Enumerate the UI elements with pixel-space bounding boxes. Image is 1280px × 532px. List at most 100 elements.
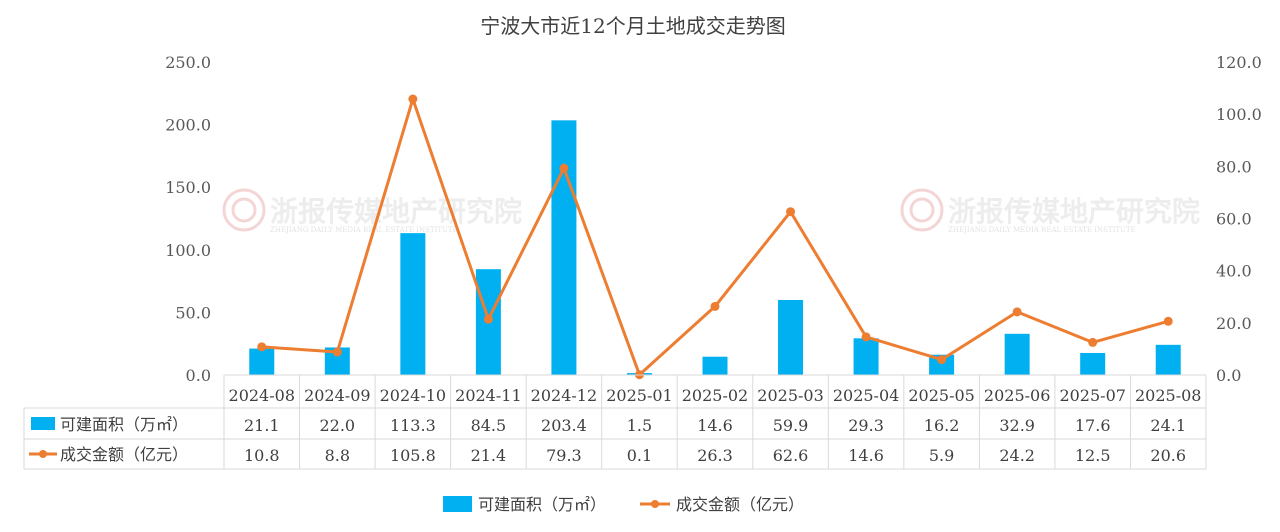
bar (551, 120, 577, 375)
row-key-bar (31, 417, 55, 430)
y-right-tick-label: 80.0 (1216, 157, 1252, 176)
table-cell-area: 84.5 (471, 416, 507, 435)
table-cell-area: 29.3 (848, 416, 884, 435)
watermark-text: 浙报传媒地产研究院 (948, 195, 1200, 228)
table-cell-area: 59.9 (773, 416, 809, 435)
legend: 可建面积（万㎡） 成交金额（亿元） (443, 495, 804, 514)
x-category-label: 2025-05 (908, 386, 974, 405)
line-point (786, 207, 796, 217)
table-cell-amount: 10.8 (244, 446, 280, 465)
bar (853, 338, 879, 375)
table-cell-area: 24.1 (1150, 416, 1186, 435)
watermark-logo-icon-inner (909, 197, 935, 223)
x-category-label: 2024-09 (304, 386, 370, 405)
line-point (332, 347, 342, 357)
x-category-label: 2024-10 (380, 386, 446, 405)
y-right-tick-label: 60.0 (1216, 210, 1252, 229)
watermark-logo-icon (900, 188, 944, 232)
table-cell-area: 32.9 (999, 416, 1035, 435)
line-point (861, 332, 871, 342)
row-header-amount: 成交金额（亿元） (60, 445, 188, 464)
y-right-tick-label: 100.0 (1216, 105, 1262, 124)
watermark-subtext: ZHEJIANG DAILY MEDIA REAL ESTATE INSTITU… (948, 226, 1136, 234)
legend-swatch-bar (443, 496, 472, 512)
table-cell-amount: 0.1 (627, 446, 652, 465)
table-cell-amount: 26.3 (697, 446, 733, 465)
y-right-tick-label: 40.0 (1216, 262, 1252, 281)
y-left-tick-label: 100.0 (165, 241, 211, 260)
y-right-tick-label: 20.0 (1216, 314, 1252, 333)
table-cell-amount: 105.8 (390, 446, 436, 465)
watermark-text: 浙报传媒地产研究院 (270, 195, 522, 228)
table-cell-amount: 62.6 (773, 446, 809, 465)
y-left-tick-label: 0.0 (186, 366, 211, 385)
x-category-label: 2025-06 (984, 386, 1050, 405)
table-cell-area: 14.6 (697, 416, 733, 435)
table-cell-area: 17.6 (1075, 416, 1111, 435)
table-cell-amount: 24.2 (999, 446, 1035, 465)
table-cell-area: 203.4 (541, 416, 587, 435)
row-key-marker (39, 450, 47, 458)
table-cell-amount: 79.3 (546, 446, 582, 465)
table-cell-amount: 12.5 (1075, 446, 1111, 465)
y-left-tick-label: 200.0 (165, 116, 211, 135)
table-cell-amount: 8.8 (325, 446, 350, 465)
table-cell-area: 16.2 (924, 416, 960, 435)
x-category-label: 2025-03 (757, 386, 823, 405)
x-category-label: 2024-11 (455, 386, 521, 405)
watermark-logo-icon (222, 188, 266, 232)
bar (400, 233, 426, 375)
x-category-label: 2025-04 (833, 386, 899, 405)
x-category-label: 2025-08 (1135, 386, 1201, 405)
bar (702, 356, 728, 375)
line-point (1088, 337, 1098, 347)
legend-label-amount: 成交金额（亿元） (676, 495, 804, 514)
bar (1080, 352, 1106, 375)
bar (1004, 333, 1030, 375)
table-cell-area: 113.3 (390, 416, 436, 435)
table-cell-amount: 21.4 (471, 446, 507, 465)
watermark-logo-icon-inner (231, 197, 257, 223)
watermark-subtext: ZHEJIANG DAILY MEDIA REAL ESTATE INSTITU… (270, 226, 458, 234)
line-point (559, 163, 569, 173)
y-left-tick-label: 50.0 (175, 303, 211, 322)
bar (1155, 344, 1181, 375)
table-cell-area: 21.1 (244, 416, 280, 435)
line-point (483, 314, 493, 324)
line-point (937, 355, 947, 365)
table-cell-amount: 5.9 (929, 446, 954, 465)
table-cell-amount: 14.6 (848, 446, 884, 465)
bar (778, 300, 804, 375)
axes: 0.0 50.0 100.0 150.0 200.0 250.0 0.0 20.0 40.0 60… (165, 53, 1262, 385)
line-series (257, 94, 1173, 380)
table-cell-area: 22.0 (319, 416, 355, 435)
row-header-area: 可建面积（万㎡） (60, 415, 188, 434)
data-table: 2024-08 21.1 10.8 2024-09 22.0 8.8 2024-10 113.… (23, 374, 1207, 470)
table-cell-area: 1.5 (627, 416, 652, 435)
x-category-label: 2025-07 (1059, 386, 1125, 405)
bar (929, 354, 955, 375)
line-point (257, 342, 267, 352)
legend-swatch-marker (651, 500, 659, 508)
x-category-label: 2024-08 (229, 386, 295, 405)
bar-series (249, 120, 1181, 375)
x-category-label: 2025-01 (606, 386, 672, 405)
line-point (408, 94, 418, 104)
line-point (1163, 316, 1173, 326)
line-point (1012, 307, 1022, 317)
table-cell-amount: 20.6 (1150, 446, 1186, 465)
y-left-tick-label: 150.0 (165, 178, 211, 197)
y-right-tick-label: 0.0 (1216, 366, 1241, 385)
y-right-tick-label: 120.0 (1216, 53, 1262, 72)
series-line (261, 97, 1169, 377)
legend-label-area: 可建面积（万㎡） (478, 495, 606, 514)
chart-title: 宁波大市近12个月土地成交走势图 (480, 14, 785, 38)
x-category-label: 2024-12 (531, 386, 597, 405)
x-category-label: 2025-02 (682, 386, 748, 405)
line-point (710, 301, 720, 311)
bar (249, 348, 275, 375)
